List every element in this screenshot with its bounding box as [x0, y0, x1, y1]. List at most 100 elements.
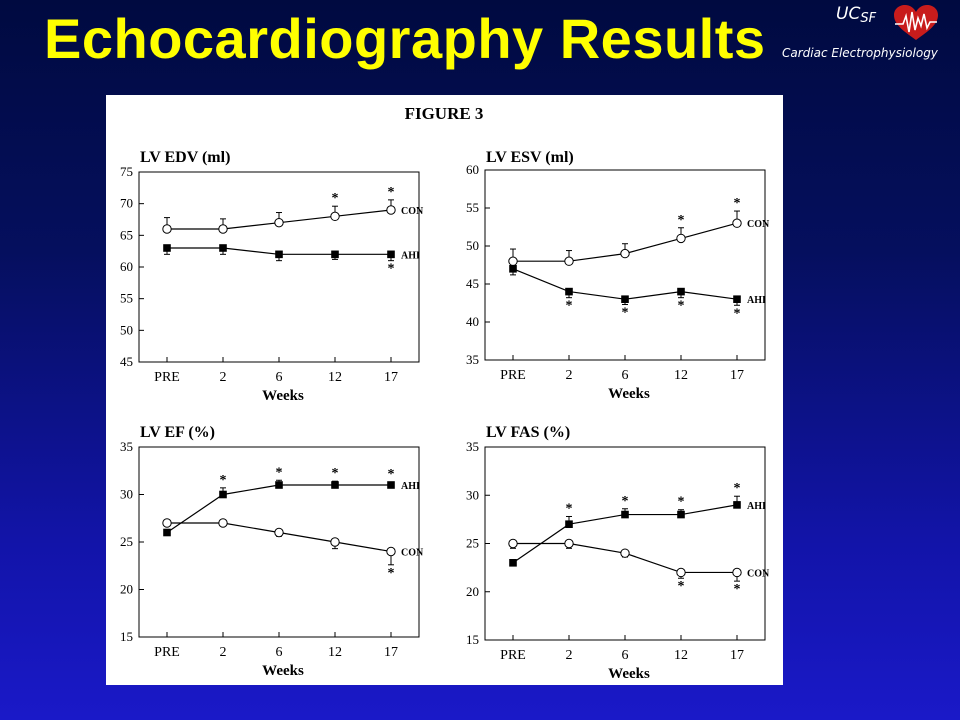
- data-point: [275, 250, 283, 259]
- data-point: [621, 510, 629, 519]
- series-line: [167, 522, 392, 553]
- series-label: AHI: [401, 481, 420, 492]
- y-tick-label: 30: [120, 487, 133, 502]
- significance-star: *: [332, 466, 339, 481]
- data-point: [676, 567, 686, 578]
- y-tick-label: 40: [466, 314, 479, 329]
- x-tick-label: 2: [566, 648, 573, 663]
- data-point: [509, 559, 517, 567]
- x-tick-label: PRE: [154, 370, 180, 385]
- y-tick-label: 25: [466, 536, 479, 551]
- x-tick-label: PRE: [154, 645, 180, 660]
- data-point: [274, 527, 284, 538]
- series-con: * * CON: [508, 538, 770, 597]
- x-tick-label: 17: [384, 645, 398, 660]
- x-tick-label: 6: [276, 370, 283, 385]
- y-tick-label: 35: [466, 352, 479, 367]
- chart-panel-3: LV EF (%) 15 20 25 30 35 PRE 2 6 12 17 Weeks * * * * AHI…: [120, 424, 424, 679]
- y-tick-label: 25: [120, 534, 133, 549]
- ucsf-main-text: UC: [836, 4, 861, 24]
- y-tick-label: 50: [466, 238, 479, 253]
- y-tick-label: 65: [120, 227, 133, 242]
- series-con: * CON: [162, 518, 424, 581]
- x-tick-label: 12: [674, 368, 688, 383]
- figure-panel: FIGURE 3 LV EDV (ml) 45 50 55 60 65 70 75 PRE 2 6 1…: [106, 95, 783, 685]
- chart-title: LV FAS (%): [486, 424, 570, 441]
- y-tick-label: 50: [120, 322, 133, 337]
- y-tick-label: 30: [466, 487, 479, 502]
- data-point: [218, 518, 228, 528]
- x-tick-label: 6: [622, 648, 629, 663]
- data-point: [331, 481, 339, 489]
- data-point: [508, 256, 518, 266]
- data-point: [733, 295, 741, 303]
- y-tick-label: 20: [466, 584, 479, 599]
- significance-star: *: [734, 196, 741, 211]
- series-label: CON: [747, 219, 770, 230]
- x-tick-label: 12: [328, 370, 342, 385]
- data-point: [564, 538, 574, 549]
- significance-star: *: [388, 262, 395, 277]
- x-tick-label: PRE: [500, 368, 526, 383]
- x-tick-label: 17: [730, 648, 744, 663]
- data-point: [621, 295, 629, 303]
- chart-panel-1: LV EDV (ml) 45 50 55 60 65 70 75 PRE 2 6 12 17 Weeks *…: [120, 149, 424, 404]
- series-line: [513, 542, 737, 574]
- x-tick-label: 2: [220, 370, 227, 385]
- ucsf-wordmark: UCSF: [836, 4, 876, 26]
- y-tick-label: 60: [466, 162, 479, 177]
- figure-3-charts: FIGURE 3 LV EDV (ml) 45 50 55 60 65 70 75 PRE 2 6 1…: [120, 104, 770, 682]
- logo-subtitle: Cardiac Electrophysiology: [782, 46, 938, 60]
- significance-star: *: [734, 306, 741, 321]
- data-point: [386, 205, 396, 215]
- y-tick-label: 15: [466, 632, 479, 647]
- y-tick-label: 60: [120, 259, 133, 274]
- ucsf-logo: UCSF Cardiac Electrophysiology: [780, 0, 960, 75]
- series-con: * * CON: [508, 196, 770, 266]
- x-tick-label: 6: [276, 645, 283, 660]
- data-point: [565, 287, 573, 296]
- data-point: [677, 287, 685, 296]
- x-tick-label: 12: [674, 648, 688, 663]
- data-point: [162, 224, 172, 234]
- data-point: [331, 250, 339, 259]
- series-ahi: * * * * AHI: [509, 265, 766, 321]
- data-point: [677, 510, 685, 519]
- significance-star: *: [678, 579, 685, 594]
- significance-star: *: [332, 191, 339, 206]
- chart-title: LV EDV (ml): [140, 149, 230, 166]
- data-point: [676, 233, 686, 244]
- y-tick-label: 35: [466, 439, 479, 454]
- x-tick-label: 12: [328, 645, 342, 660]
- series-line: [512, 268, 738, 300]
- y-tick-label: 45: [466, 276, 479, 291]
- data-point: [218, 224, 228, 234]
- data-point: [620, 248, 630, 259]
- significance-star: *: [678, 213, 685, 228]
- y-tick-label: 45: [120, 354, 133, 369]
- y-tick-label: 15: [120, 629, 133, 644]
- x-tick-label: PRE: [500, 648, 526, 663]
- series-con: * * CON: [162, 185, 424, 234]
- significance-star: *: [388, 566, 395, 581]
- data-point: [565, 520, 573, 528]
- data-point: [508, 538, 518, 549]
- x-axis-label: Weeks: [262, 663, 304, 679]
- data-point: [219, 490, 227, 499]
- data-point: [387, 481, 395, 489]
- chart-panel-2: LV ESV (ml) 35 40 45 50 55 60 PRE 2 6 12 17 Weeks * * C…: [466, 149, 770, 402]
- significance-star: *: [220, 473, 227, 488]
- x-axis-label: Weeks: [608, 386, 650, 402]
- series-label: AHI: [747, 295, 766, 306]
- series-ahi: * * * * AHI: [509, 481, 766, 567]
- y-tick-label: 35: [120, 439, 133, 454]
- series-label: CON: [401, 548, 424, 559]
- data-point: [219, 244, 227, 252]
- y-tick-label: 70: [120, 196, 133, 211]
- chart-title: LV EF (%): [140, 424, 215, 441]
- significance-star: *: [276, 465, 283, 480]
- data-point: [620, 548, 630, 558]
- x-tick-label: 2: [220, 645, 227, 660]
- y-tick-label: 55: [120, 291, 133, 306]
- series-label: CON: [747, 568, 770, 579]
